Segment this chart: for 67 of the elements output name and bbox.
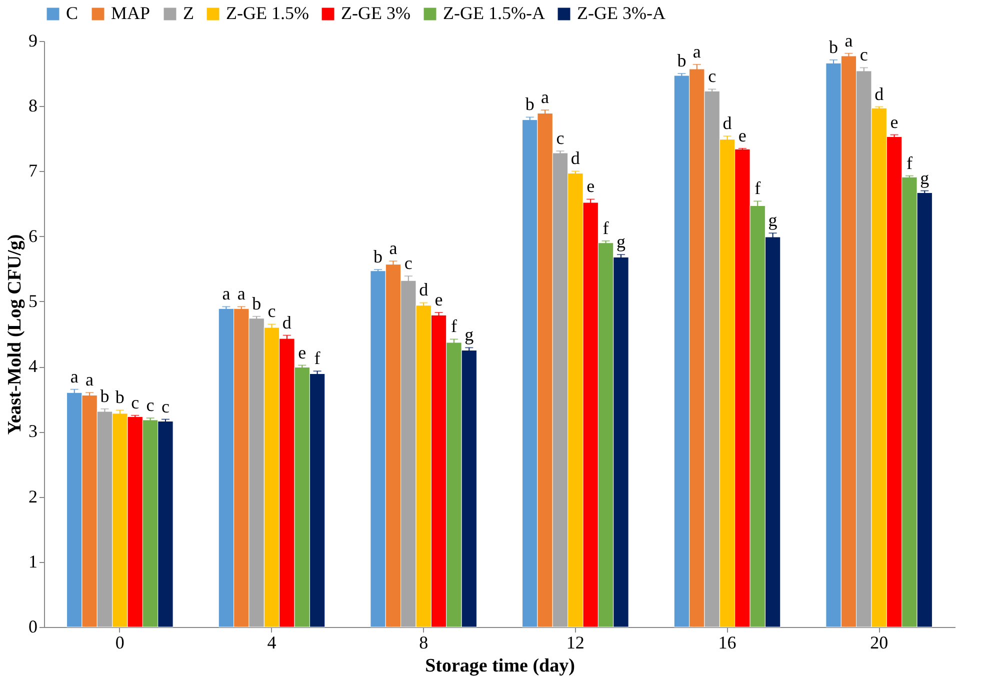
x-tick-label: 0	[115, 632, 124, 652]
data-label: c	[268, 301, 276, 322]
x-tick-label: 20	[870, 632, 888, 652]
data-label: e	[738, 125, 746, 146]
y-tick-label: 5	[28, 290, 38, 311]
data-label: d	[282, 312, 292, 332]
data-label: b	[100, 386, 110, 406]
y-tick-label: 8	[28, 96, 38, 116]
data-label: a	[692, 41, 701, 62]
data-label: e	[434, 290, 443, 310]
data-label: a	[70, 366, 78, 386]
y-tick-label: 1	[28, 551, 38, 572]
data-label: e	[890, 112, 898, 132]
legend-label: C	[66, 3, 78, 23]
data-label: c	[860, 44, 868, 65]
y-tick-label: 3	[28, 421, 38, 442]
y-tick-label: 2	[28, 486, 38, 506]
data-label: f	[602, 218, 609, 238]
data-label: b	[374, 246, 383, 267]
data-label: c	[161, 396, 170, 416]
data-label: a	[844, 30, 853, 50]
data-label: a	[389, 238, 398, 258]
legend-label: Z-GE 3%	[341, 3, 410, 23]
data-label: f	[314, 348, 320, 368]
data-label: c	[556, 128, 564, 148]
x-tick-label: 16	[718, 632, 736, 652]
data-label: f	[450, 316, 457, 336]
legend-label: Z-GE 3%-A	[577, 3, 666, 23]
y-axis-title: Yeast-Mold (Log CFU/g)	[4, 234, 26, 435]
data-label: e	[586, 176, 595, 196]
data-label: b	[115, 387, 124, 408]
data-label: a	[222, 284, 230, 304]
data-label: a	[541, 87, 550, 108]
data-label: g	[616, 232, 626, 252]
data-label: d	[722, 113, 732, 134]
y-tick-label: 4	[28, 356, 38, 376]
data-label: b	[525, 94, 534, 114]
legend-label: Z-GE 1.5%-A	[443, 3, 545, 23]
data-label: a	[237, 284, 246, 304]
data-label: c	[404, 253, 412, 274]
legend-label: MAP	[111, 3, 150, 23]
data-label: b	[677, 50, 686, 71]
data-label: b	[252, 293, 262, 314]
data-label: f	[906, 152, 912, 173]
legend-label: Z-GE 1.5%	[226, 3, 309, 23]
data-label: a	[86, 370, 94, 390]
legend-label: Z	[183, 3, 194, 23]
data-label: b	[829, 36, 838, 57]
data-label: g	[920, 168, 930, 188]
data-label: e	[298, 342, 306, 362]
data-label: c	[708, 66, 716, 86]
x-axis-title: Storage time (day)	[425, 656, 575, 676]
y-tick-label: 7	[28, 160, 38, 181]
x-tick-label: 8	[419, 632, 428, 652]
data-label: d	[570, 148, 580, 168]
data-label: d	[419, 280, 428, 300]
data-label: g	[768, 210, 778, 230]
data-label: c	[146, 394, 154, 415]
x-tick-label: 4	[267, 632, 276, 652]
y-tick-label: 9	[28, 30, 38, 50]
data-label: f	[754, 178, 761, 198]
data-label: d	[874, 84, 884, 104]
y-tick-label: 0	[28, 616, 38, 636]
x-tick-label: 12	[566, 632, 584, 652]
y-tick-label: 6	[28, 226, 38, 246]
data-label: c	[131, 392, 140, 412]
data-label: g	[464, 324, 474, 345]
